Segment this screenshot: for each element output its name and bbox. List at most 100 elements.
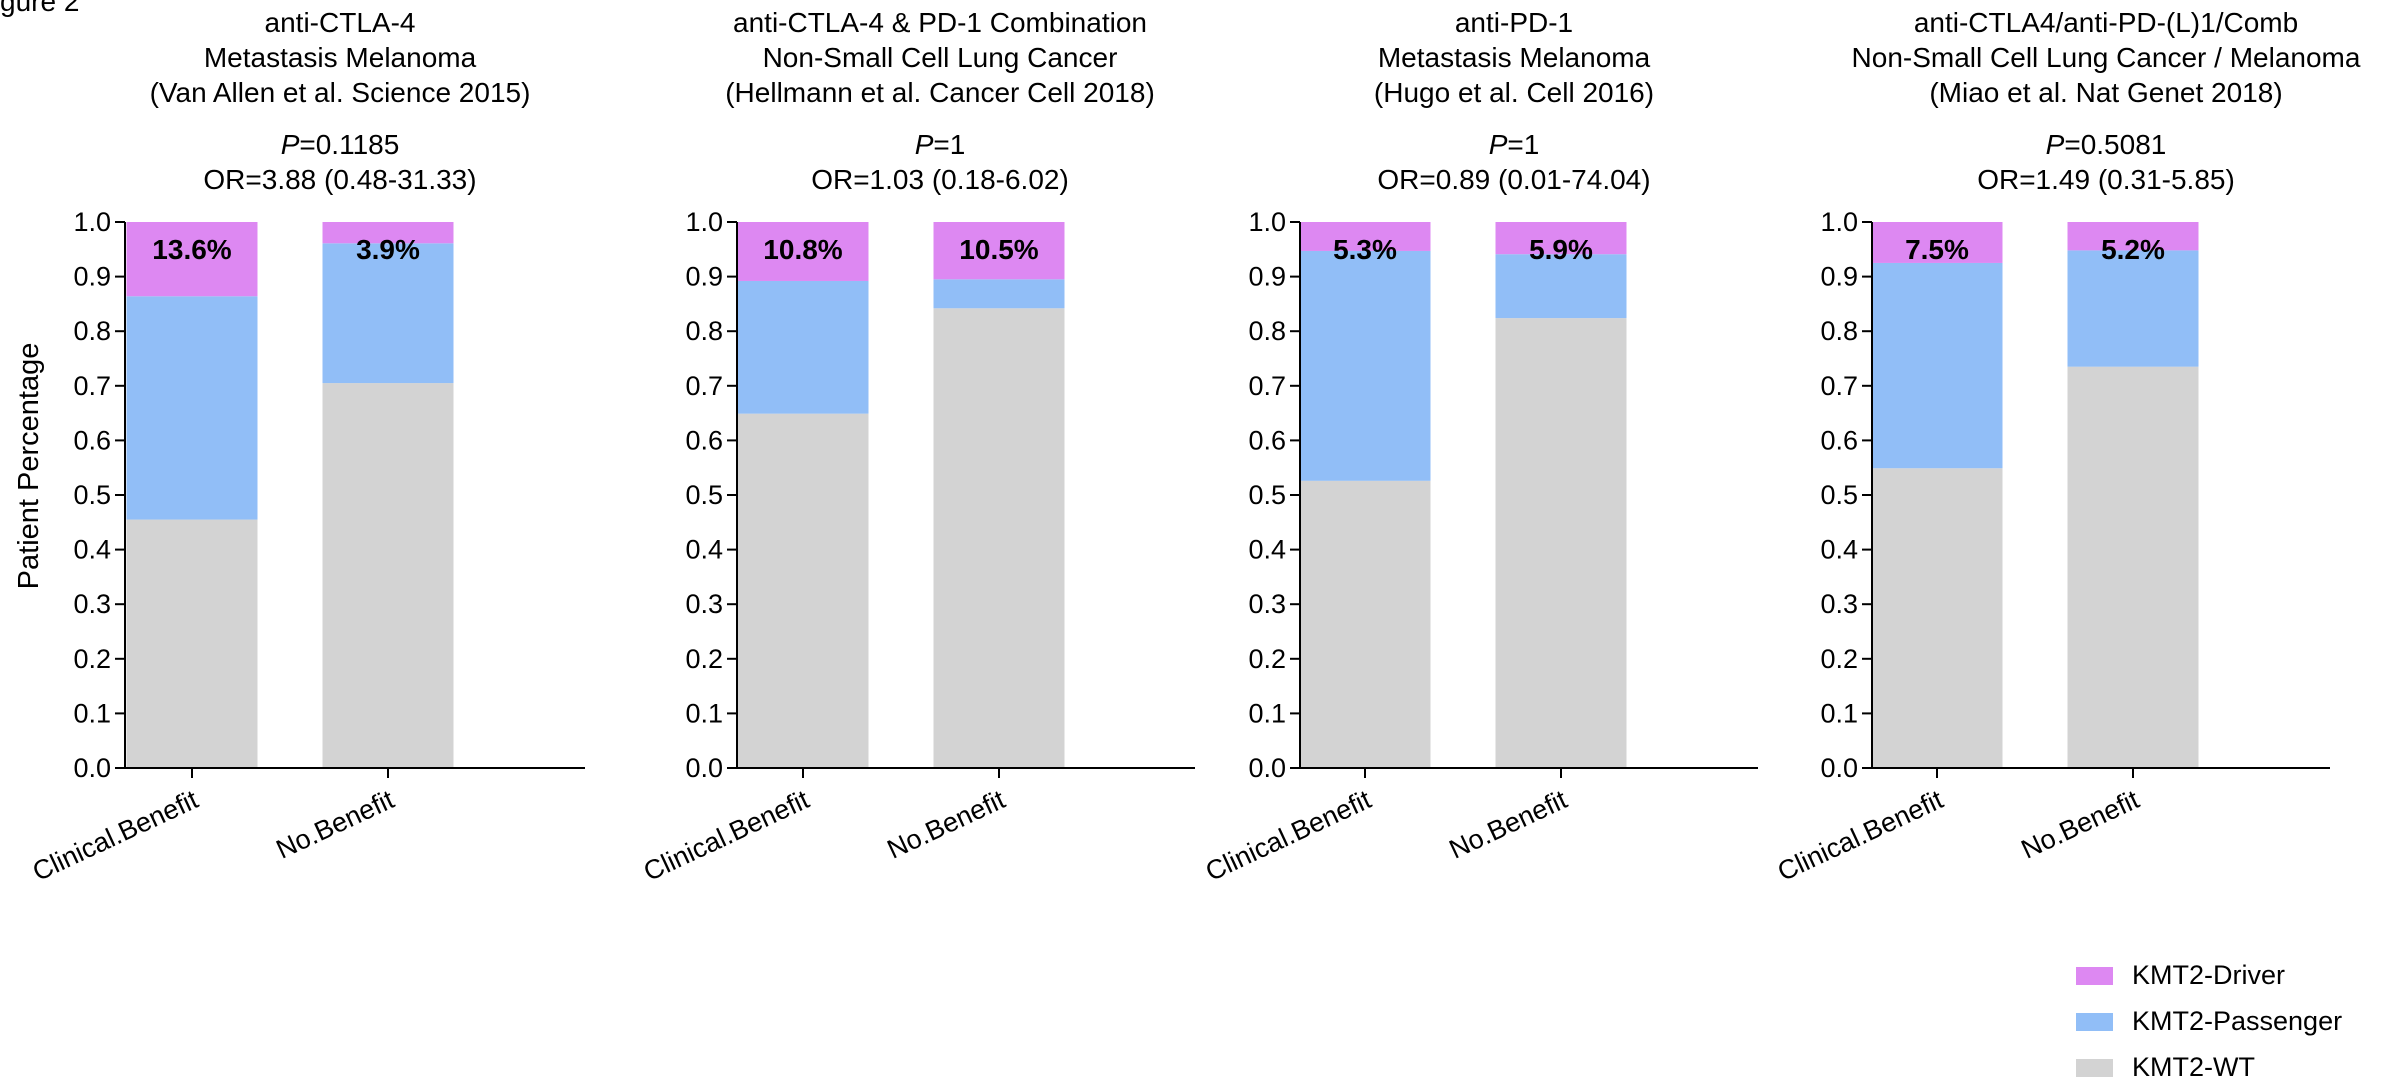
bar-segment-kmt2-wt [1299, 480, 1431, 768]
bar-segment-kmt2-driver [933, 222, 1065, 280]
p-value-text: P=1 [915, 129, 966, 160]
bar-segment-kmt2-passenger [322, 243, 454, 384]
y-tick-label: 0.0 [1820, 753, 1858, 783]
p-value-text: P=0.5081 [2046, 129, 2167, 160]
chart-title-line: (Van Allen et al. Science 2015) [150, 77, 531, 108]
bar-segment-kmt2-passenger [1495, 254, 1627, 319]
odds-ratio-text: OR=1.03 (0.18-6.02) [811, 164, 1069, 195]
legend: KMT2-Driver KMT2-Passenger KMT2-WT [2076, 960, 2342, 1082]
chart-title-line: Non-Small Cell Lung Cancer / Melanoma [1852, 42, 2361, 73]
y-tick-label: 0.7 [685, 371, 723, 401]
y-tick-label: 0.1 [73, 698, 111, 728]
y-tick-label: 1.0 [1820, 207, 1858, 237]
bar-segment-kmt2-driver [1495, 222, 1627, 255]
y-tick-label: 0.6 [1820, 425, 1858, 455]
y-tick-label: 0.7 [1820, 371, 1858, 401]
y-tick-label: 0.2 [685, 644, 723, 674]
y-tick-label: 0.5 [1820, 480, 1858, 510]
y-tick-label: 0.9 [1248, 262, 1286, 292]
y-tick-label: 0.8 [1248, 316, 1286, 346]
bar-segment-kmt2-driver [126, 222, 258, 297]
bar-value-label: 3.9% [356, 234, 420, 265]
p-value-number: =1 [1507, 129, 1539, 160]
x-tick-label: Clinical.Benefit [28, 784, 203, 887]
legend-label: KMT2-Driver [2132, 960, 2285, 990]
bar-value-label: 5.9% [1529, 234, 1593, 265]
x-tick-label: No.Benefit [272, 784, 399, 865]
chart-title-line: (Hellmann et al. Cancer Cell 2018) [725, 77, 1155, 108]
y-tick-label: 0.0 [685, 753, 723, 783]
bar-segment-kmt2-passenger [126, 296, 258, 520]
p-value-text: P=0.1185 [281, 129, 400, 160]
bar-segment-kmt2-passenger [2067, 250, 2199, 367]
y-tick-label: 1.0 [685, 207, 723, 237]
y-tick-label: 0.5 [73, 480, 111, 510]
bar-value-label: 5.2% [2101, 234, 2165, 265]
bar-value-label: 7.5% [1905, 234, 1969, 265]
odds-ratio-text: OR=3.88 (0.48-31.33) [203, 164, 476, 195]
y-tick-label: 0.0 [73, 753, 111, 783]
y-tick-label: 0.5 [685, 480, 723, 510]
chart-title-line: anti-PD-1 [1455, 7, 1573, 38]
bar-segment-kmt2-passenger [1871, 262, 2003, 469]
y-tick-label: 0.7 [73, 371, 111, 401]
chart-title-line: anti-CTLA-4 [265, 7, 416, 38]
x-tick-label: No.Benefit [1445, 784, 1572, 865]
y-tick-label: 0.9 [73, 262, 111, 292]
bar-segment-kmt2-wt [126, 519, 258, 768]
x-tick-label: Clinical.Benefit [1201, 784, 1376, 887]
y-tick-label: 0.8 [1820, 316, 1858, 346]
p-value-symbol: P [2046, 129, 2065, 160]
x-tick-label: Clinical.Benefit [639, 784, 814, 887]
bar-segment-kmt2-passenger [933, 279, 1065, 309]
y-axis-label: Patient Percentage [13, 343, 45, 590]
y-tick-label: 0.2 [1820, 644, 1858, 674]
x-tick-label: Clinical.Benefit [1773, 784, 1948, 887]
y-tick-label: 0.3 [1248, 589, 1286, 619]
y-tick-label: 0.4 [685, 535, 723, 565]
chart-title-line: anti-CTLA-4 & PD-1 Combination [733, 7, 1147, 38]
y-tick-label: 0.4 [73, 535, 111, 565]
y-tick-label: 0.1 [1820, 698, 1858, 728]
bar-value-label: 13.6% [152, 234, 231, 265]
y-tick-label: 0.2 [1248, 644, 1286, 674]
y-tick-label: 0.4 [1820, 535, 1858, 565]
y-tick-label: 0.6 [73, 425, 111, 455]
legend-swatch [2076, 1059, 2113, 1077]
odds-ratio-text: OR=0.89 (0.01-74.04) [1377, 164, 1650, 195]
p-value-number: =1 [933, 129, 965, 160]
odds-ratio-text: OR=1.49 (0.31-5.85) [1977, 164, 2235, 195]
y-tick-label: 0.3 [685, 589, 723, 619]
y-tick-label: 0.2 [73, 644, 111, 674]
y-tick-label: 0.3 [1820, 589, 1858, 619]
p-value-symbol: P [915, 129, 934, 160]
bar-segment-kmt2-wt [1871, 468, 2003, 768]
chart-panel-1: anti-CTLA-4 Metastasis Melanoma (Van Allen… [28, 7, 585, 887]
y-tick-label: 1.0 [73, 207, 111, 237]
p-value-symbol: P [1489, 129, 1508, 160]
legend-label: KMT2-Passenger [2132, 1006, 2342, 1036]
bar-segment-kmt2-wt [2067, 366, 2199, 768]
bar-segment-kmt2-passenger [737, 280, 869, 414]
bar-value-label: 5.3% [1333, 234, 1397, 265]
chart-title-line: Metastasis Melanoma [1378, 42, 1651, 73]
y-tick-label: 0.9 [1820, 262, 1858, 292]
bar-value-label: 10.5% [959, 234, 1038, 265]
y-tick-label: 0.0 [1248, 753, 1286, 783]
y-tick-label: 0.1 [1248, 698, 1286, 728]
bar-segment-kmt2-wt [933, 308, 1065, 768]
y-tick-label: 0.5 [1248, 480, 1286, 510]
y-tick-label: 0.8 [73, 316, 111, 346]
x-tick-label: No.Benefit [883, 784, 1010, 865]
chart-title-line: anti-CTLA4/anti-PD-(L)1/Comb [1914, 7, 2298, 38]
bar-segment-kmt2-passenger [1299, 250, 1431, 481]
chart-title-line: (Hugo et al. Cell 2016) [1374, 77, 1654, 108]
y-tick-label: 0.8 [685, 316, 723, 346]
p-value-number: =0.5081 [2064, 129, 2166, 160]
bar-segment-kmt2-driver [1871, 222, 2003, 263]
chart-panels: anti-CTLA-4 Metastasis Melanoma (Van Allen… [28, 7, 2361, 887]
legend-swatch [2076, 1013, 2113, 1031]
figure-label: gure 2 [0, 0, 80, 17]
chart-panel-3: anti-PD-1 Metastasis Melanoma (Hugo et al.… [1201, 7, 1758, 887]
chart-panel-2: anti-CTLA-4 & PD-1 Combination Non-Small … [639, 7, 1195, 887]
